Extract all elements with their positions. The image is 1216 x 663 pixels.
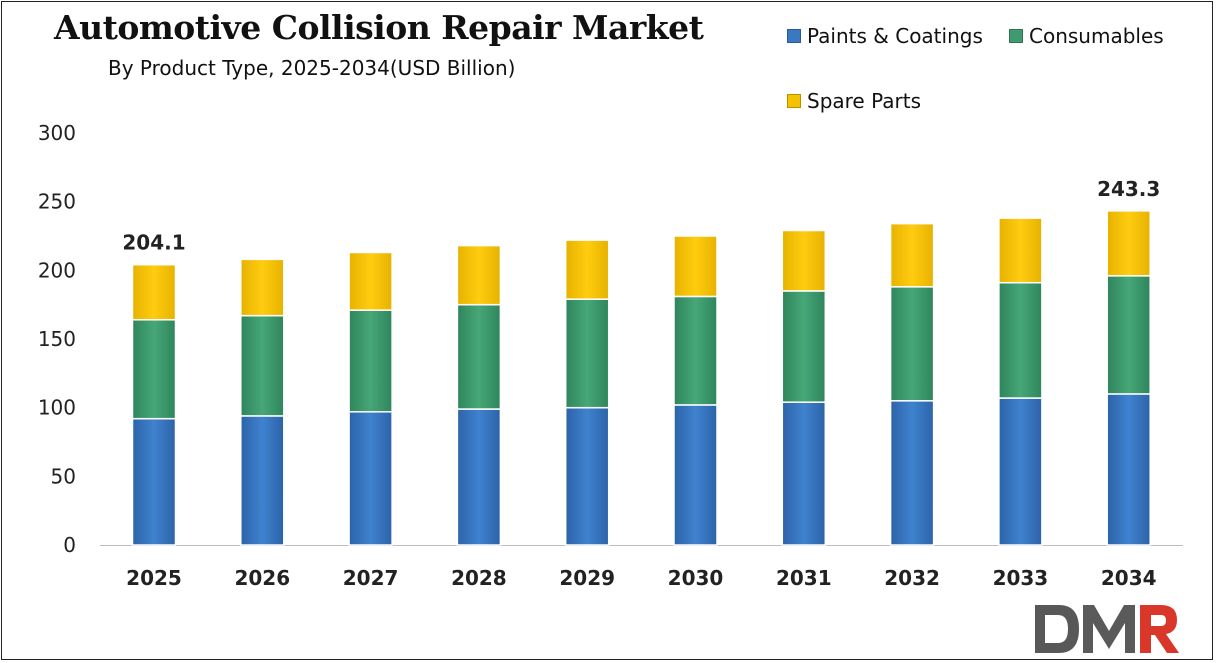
bar-segment-consumables-2030 [673,295,718,406]
bar-segment-consumables-2028 [456,303,502,410]
x-tick-label: 2032 [884,566,940,590]
total-label: 243.3 [1097,177,1160,201]
legend-item-paints: Paints & Coatings [787,24,983,48]
legend-label-paints: Paints & Coatings [807,24,983,48]
bar-segment-spare-parts-2032 [889,222,935,288]
y-tick-label: 100 [38,396,76,420]
legend-swatch-spare-parts [787,94,801,108]
y-tick-label: 50 [51,464,76,488]
x-tick-label: 2030 [668,566,724,590]
bar-segment-spare-parts-2034 [1106,210,1151,277]
y-tick-label: 150 [38,327,76,351]
bar-segment-spare-parts-2030 [673,235,718,298]
legend-label-spare-parts: Spare Parts [807,89,921,113]
bar-segment-consumables-2033 [998,281,1043,399]
y-tick-label: 250 [38,190,76,214]
chart-title: Automotive Collision Repair Market [54,8,704,47]
total-labels: 204.1 243.3 [122,177,1160,255]
bar-segment-paints-coatings-2031 [781,401,827,546]
bars [131,210,1151,546]
bar-segment-paints-coatings-2025 [131,417,177,546]
bar-segment-consumables-2034 [1106,275,1151,395]
legend-swatch-paints [787,29,801,43]
x-tick-label: 2027 [343,566,399,590]
bar-segment-consumables-2026 [240,314,285,417]
bar-segment-spare-parts-2025 [131,263,177,321]
legend-swatch-consumables [1009,29,1023,43]
bar-segment-paints-coatings-2029 [564,406,610,546]
y-tick-label: 200 [38,258,76,282]
bar-segment-paints-coatings-2026 [240,415,285,546]
bar-segment-spare-parts-2029 [564,239,610,300]
x-tick-label: 2034 [1101,566,1157,590]
chart-subtitle: By Product Type, 2025-2034(USD Billion) [108,56,516,80]
x-axis: 2025 2026 2027 2028 2029 2030 2031 2032 2033 2034 [126,566,1156,590]
dmr-logo [1035,605,1179,653]
bar-segment-spare-parts-2026 [240,258,285,317]
bar-segment-consumables-2025 [131,319,177,420]
bar-segment-paints-coatings-2028 [456,408,502,546]
bar-segment-spare-parts-2028 [456,244,502,306]
bar-segment-spare-parts-2031 [781,229,827,292]
bar-segment-consumables-2031 [781,290,827,403]
bar-segment-paints-coatings-2032 [889,400,935,546]
bar-segment-consumables-2027 [348,309,393,413]
bar-segment-spare-parts-2027 [348,251,393,311]
bar-segment-spare-parts-2033 [998,217,1043,284]
legend-item-consumables: Consumables [1009,24,1164,48]
bar-segment-paints-coatings-2033 [998,397,1043,546]
x-tick-label: 2029 [559,566,615,590]
x-tick-label: 2031 [776,566,832,590]
x-tick-label: 2025 [126,566,182,590]
y-tick-label: 0 [63,533,76,557]
bar-segment-paints-coatings-2034 [1106,393,1151,546]
legend-label-consumables: Consumables [1029,24,1164,48]
x-tick-label: 2026 [234,566,290,590]
bar-segment-consumables-2032 [889,286,935,402]
x-tick-label: 2033 [993,566,1049,590]
legend-item-spare-parts: Spare Parts [787,89,921,113]
bar-segment-paints-coatings-2030 [673,404,718,546]
x-tick-label: 2028 [451,566,507,590]
bar-segment-paints-coatings-2027 [348,411,393,546]
total-label: 204.1 [122,231,185,255]
y-tick-label: 300 [38,121,76,145]
bar-segment-consumables-2029 [564,298,610,409]
